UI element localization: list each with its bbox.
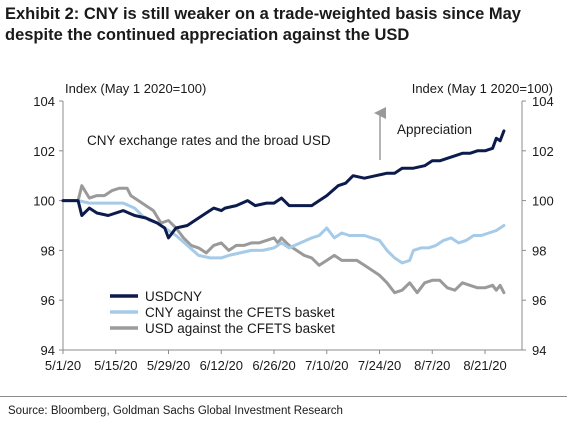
inner-title: CNY exchange rates and the broad USD xyxy=(87,133,331,148)
x-tick-label: 6/12/20 xyxy=(200,358,243,373)
series-line-cny-against-the-cfets-basket xyxy=(61,199,506,265)
y-tick-label-right: 104 xyxy=(532,94,554,109)
y-tick-label-right: 98 xyxy=(532,243,546,258)
x-tick-label: 5/15/20 xyxy=(94,358,137,373)
y-tick-label-right: 100 xyxy=(532,194,554,209)
y-tick-label-right: 94 xyxy=(532,343,546,358)
x-tick-label: 6/26/20 xyxy=(252,358,295,373)
y-tick-label-left: 98 xyxy=(41,243,55,258)
divider xyxy=(0,396,567,397)
x-tick-label: 5/1/20 xyxy=(45,358,81,373)
x-tick-label: 5/29/20 xyxy=(147,358,190,373)
y-tick-label-left: 102 xyxy=(33,144,55,159)
y-tick-label-left: 94 xyxy=(41,343,55,358)
y-tick-label-left: 100 xyxy=(33,194,55,209)
legend-label: USD against the CFETS basket xyxy=(145,321,335,336)
y-tick-label-right: 102 xyxy=(532,144,554,159)
chart-title: Exhibit 2: CNY is still weaker on a trad… xyxy=(5,5,521,44)
series-line-usd-against-the-cfets-basket xyxy=(61,184,506,295)
legend-label: USDCNY xyxy=(145,289,202,304)
y-axis-right-label: Index (May 1 2020=100) xyxy=(412,81,553,96)
x-tick-label: 8/7/20 xyxy=(414,358,450,373)
source-note: Source: Bloomberg, Goldman Sachs Global … xyxy=(8,405,343,417)
x-tick-label: 7/10/20 xyxy=(305,358,348,373)
x-tick-label: 7/24/20 xyxy=(358,358,401,373)
y-axis-left-label: Index (May 1 2020=100) xyxy=(65,81,206,96)
y-tick-label-left: 96 xyxy=(41,293,55,308)
legend-label: CNY against the CFETS basket xyxy=(145,305,335,320)
y-tick-label-right: 96 xyxy=(532,293,546,308)
series-line-usdcny xyxy=(61,129,506,240)
appreciation-label: Appreciation xyxy=(397,122,472,137)
y-tick-label-left: 104 xyxy=(33,94,55,109)
x-tick-label: 8/21/20 xyxy=(463,358,506,373)
